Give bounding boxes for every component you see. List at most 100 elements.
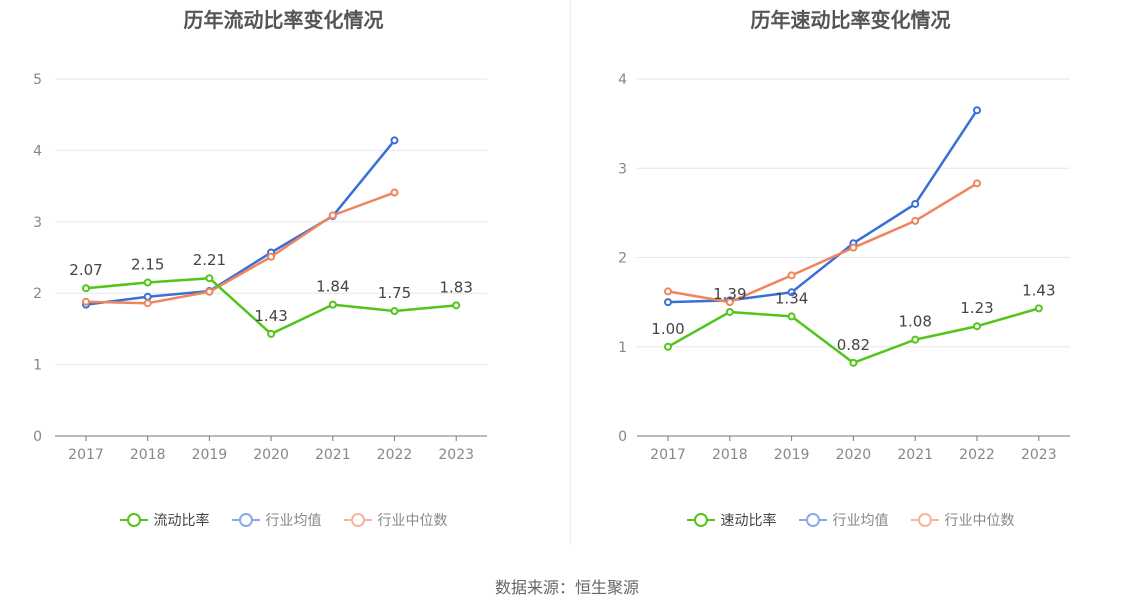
y-tick-label: 4 [618,72,627,88]
data-label: 2.07 [69,261,102,279]
x-tick-label: 2023 [438,447,474,463]
data-point[interactable] [911,216,920,225]
data-point[interactable] [664,342,672,351]
data-label: 1.39 [713,285,746,303]
legend-label: 流动比率 [153,513,210,529]
data-point[interactable] [911,199,920,208]
data-point[interactable] [82,297,90,306]
data-label: 1.34 [775,289,808,307]
data-point[interactable] [973,322,981,331]
data-point[interactable] [787,288,796,297]
x-tick-label: 2018 [712,447,748,463]
data-point[interactable] [328,211,337,220]
legend-marker-icon [910,513,939,527]
data-point[interactable] [452,301,461,310]
data-label: 1.84 [316,278,349,296]
data-point[interactable] [664,298,672,307]
y-tick-label: 2 [33,286,42,302]
data-point[interactable] [328,300,337,309]
data-point[interactable] [787,312,796,321]
data-point[interactable] [664,287,672,296]
x-tick-label: 2021 [897,447,933,463]
data-source: 数据来源：恒生聚源 [494,578,639,597]
data-point[interactable] [849,358,858,367]
data-label: 2.21 [193,251,226,269]
data-point[interactable] [143,278,152,287]
y-tick-label: 2 [618,251,627,267]
legend-item[interactable]: 速动比率 [686,510,777,530]
data-label: 0.82 [837,336,870,354]
data-point[interactable] [390,188,399,197]
data-label: 1.23 [960,299,993,317]
y-tick-label: 5 [33,72,42,88]
data-point[interactable] [973,179,981,188]
data-point[interactable] [390,136,399,145]
legend-marker-icon [119,513,148,527]
quick-ratio-chart: 历年速动比率变化情况 0 1 2 3 4 2017 2018 2019 2020 2021 2022… [567,0,1134,545]
x-tick-label: 2018 [130,447,166,463]
data-label: 1.00 [651,320,684,338]
x-tick-label: 2023 [1021,447,1057,463]
data-label: 2.15 [131,255,164,273]
current-ratio-chart: 历年流动比率变化情况 0 1 2 3 4 5 2017 2018 2019 2020 2021 202… [0,0,567,545]
data-label: 1.08 [898,313,931,331]
series-line [667,182,978,304]
series-line [85,191,395,305]
chart-title: 历年流动比率变化情况 [183,8,384,32]
data-point[interactable] [390,307,399,316]
legend-item[interactable]: 行业中位数 [910,510,1015,530]
data-label: 1.83 [439,278,472,296]
x-tick-label: 2019 [192,447,228,463]
x-tick-label: 2017 [68,447,104,463]
legend-label: 速动比率 [720,513,777,529]
legend-label: 行业均值 [265,513,322,529]
x-tick-label: 2022 [377,447,413,463]
y-tick-label: 0 [33,429,42,445]
legend-marker-icon [343,513,372,527]
legend-item[interactable]: 流动比率 [119,510,210,530]
quick-ratio-plot: 0 1 2 3 4 2017 2018 2019 2020 2021 2022 2023 1.00 1.3… [618,72,1070,463]
legend-marker-icon [798,513,827,527]
legend-item[interactable]: 行业均值 [231,510,322,530]
data-point[interactable] [1034,304,1043,313]
data-point[interactable] [205,274,214,283]
data-point[interactable] [725,307,734,316]
data-point[interactable] [205,287,214,296]
data-point[interactable] [911,335,920,344]
legend-item[interactable]: 行业中位数 [343,510,448,530]
y-tick-label: 1 [618,340,627,356]
y-tick-label: 3 [618,161,627,177]
x-tick-label: 2019 [774,447,810,463]
data-point[interactable] [267,252,276,261]
data-point[interactable] [143,292,152,301]
data-point[interactable] [267,329,276,338]
legend-item[interactable]: 行业均值 [798,510,889,530]
data-point[interactable] [143,299,152,308]
panel-divider [570,0,571,545]
legend-marker-icon [231,513,260,527]
legend: 流动比率 行业均值 行业中位数 [0,510,567,530]
data-point[interactable] [787,271,796,280]
legend-label: 行业中位数 [944,513,1015,529]
series-line [667,109,979,304]
x-tick-label: 2020 [253,447,289,463]
y-tick-label: 4 [33,143,42,159]
chart-title: 历年速动比率变化情况 [750,8,951,32]
data-point[interactable] [725,298,734,307]
data-point[interactable] [849,243,858,252]
data-point[interactable] [973,106,981,115]
legend-label: 行业均值 [832,513,889,529]
data-point[interactable] [82,284,90,293]
legend-label: 行业中位数 [377,513,448,529]
data-label: 1.75 [378,284,411,302]
y-tick-label: 3 [33,215,42,231]
x-tick-label: 2021 [315,447,351,463]
y-tick-label: 0 [618,429,627,445]
data-label: 1.43 [1022,281,1055,299]
series-line [85,139,396,306]
x-tick-label: 2022 [959,447,995,463]
data-label: 1.43 [254,307,287,325]
legend-marker-icon [686,513,715,527]
x-tick-label: 2017 [650,447,686,463]
y-tick-label: 1 [33,358,42,374]
